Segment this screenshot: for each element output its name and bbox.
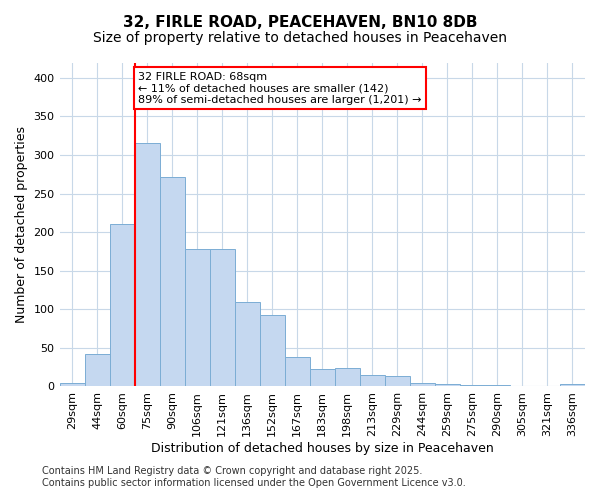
Bar xyxy=(410,382,435,386)
Text: 32 FIRLE ROAD: 68sqm
← 11% of detached houses are smaller (142)
89% of semi-deta: 32 FIRLE ROAD: 68sqm ← 11% of detached h… xyxy=(139,72,422,105)
Bar xyxy=(235,302,260,386)
Bar xyxy=(160,176,185,386)
Bar xyxy=(185,249,209,386)
Bar xyxy=(110,224,134,386)
Bar xyxy=(310,370,335,386)
Bar xyxy=(360,375,385,386)
Bar xyxy=(385,376,410,386)
X-axis label: Distribution of detached houses by size in Peacehaven: Distribution of detached houses by size … xyxy=(151,442,494,455)
Bar xyxy=(85,354,110,386)
Y-axis label: Number of detached properties: Number of detached properties xyxy=(15,126,28,323)
Text: Contains HM Land Registry data © Crown copyright and database right 2025.
Contai: Contains HM Land Registry data © Crown c… xyxy=(42,466,466,487)
Bar xyxy=(485,385,510,386)
Bar xyxy=(285,357,310,386)
Text: 32, FIRLE ROAD, PEACEHAVEN, BN10 8DB: 32, FIRLE ROAD, PEACEHAVEN, BN10 8DB xyxy=(123,15,477,30)
Bar xyxy=(209,249,235,386)
Bar xyxy=(59,382,85,386)
Bar xyxy=(435,384,460,386)
Bar xyxy=(134,144,160,386)
Bar xyxy=(335,368,360,386)
Bar xyxy=(260,316,285,386)
Bar xyxy=(560,384,585,386)
Text: Size of property relative to detached houses in Peacehaven: Size of property relative to detached ho… xyxy=(93,31,507,45)
Bar xyxy=(460,385,485,386)
